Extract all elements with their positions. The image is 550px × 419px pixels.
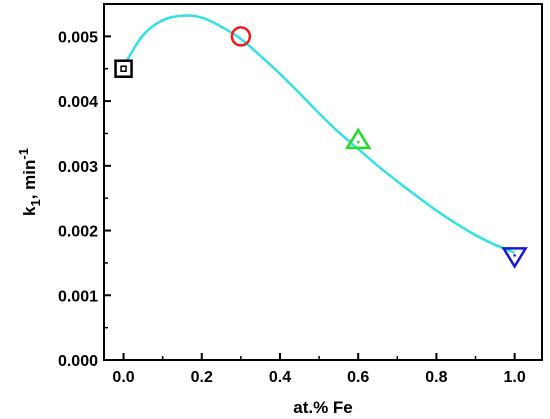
y-tick-label: 0.003 [58, 159, 98, 176]
y-axis-ticks: 0.000 0.001 0.002 0.003 0.004 0.005 [58, 29, 111, 370]
y-axis-title-subscript: 1 [28, 199, 43, 206]
y-axis-title-superscript: -1 [16, 148, 31, 160]
data-point-square-center [120, 65, 127, 72]
x-tick-label: 1.0 [504, 369, 526, 386]
y-tick-label: 0.004 [58, 94, 98, 111]
y-axis-title-main: k [20, 206, 39, 216]
x-tick-label: 0.6 [347, 369, 369, 386]
fit-curve [122, 14, 516, 254]
plot-frame [103, 3, 543, 361]
x-tick-label: 0.4 [269, 369, 291, 386]
data-point-triangle-down [501, 247, 528, 269]
data-point-circle [230, 26, 252, 47]
x-axis-ticks: 0.0 0.2 0.4 0.6 0.8 1.0 [112, 353, 526, 386]
data-points [114, 26, 528, 269]
y-axis-title-rest: , min [20, 160, 39, 200]
y-tick-label: 0.001 [58, 288, 98, 305]
y-tick-label: 0.002 [58, 224, 98, 241]
data-point-triangle-down-center [513, 254, 516, 257]
x-tick-label: 0.0 [112, 369, 134, 386]
y-tick-label: 0.005 [58, 29, 98, 46]
data-point-triangle-up [344, 127, 372, 150]
x-axis-title: at.% Fe [293, 398, 353, 417]
x-tick-label: 0.2 [191, 369, 213, 386]
data-point-square [114, 59, 133, 78]
y-tick-label: 0.000 [58, 353, 98, 370]
y-axis-title: k1, min-1 [16, 148, 43, 216]
x-tick-label: 0.8 [425, 369, 447, 386]
data-point-triangle-up-center [356, 140, 360, 144]
